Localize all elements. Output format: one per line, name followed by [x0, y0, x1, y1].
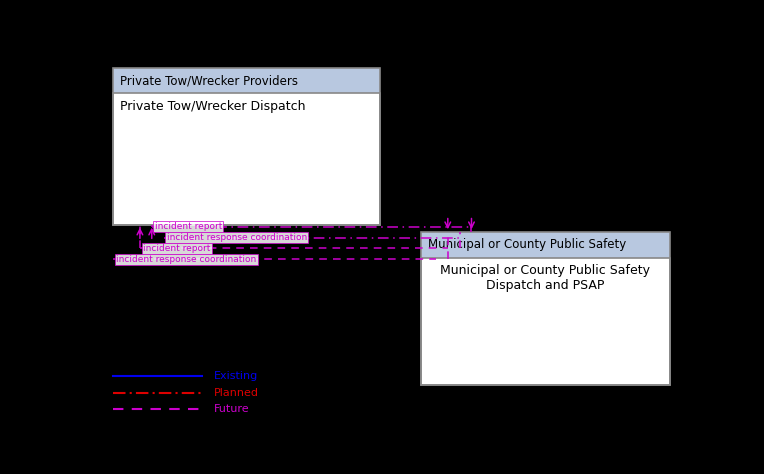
Text: Private Tow/Wrecker Providers: Private Tow/Wrecker Providers [121, 74, 299, 87]
Bar [113, 68, 380, 93]
Bar [421, 232, 670, 258]
Text: incident response coordination: incident response coordination [116, 255, 257, 264]
Bar [421, 232, 670, 385]
Text: incident report: incident report [154, 222, 222, 231]
Bar [113, 68, 380, 225]
Text: Planned: Planned [214, 388, 259, 398]
Text: Municipal or County Public Safety: Municipal or County Public Safety [429, 238, 626, 251]
Bar [421, 258, 670, 385]
Text: Private Tow/Wrecker Dispatch: Private Tow/Wrecker Dispatch [121, 100, 306, 113]
Text: incident response coordination: incident response coordination [167, 233, 307, 242]
Text: Future: Future [214, 404, 250, 414]
Bar [113, 93, 380, 225]
Text: incident report: incident report [143, 244, 210, 253]
Text: Municipal or County Public Safety
Dispatch and PSAP: Municipal or County Public Safety Dispat… [441, 264, 650, 292]
Text: Existing: Existing [214, 371, 258, 381]
